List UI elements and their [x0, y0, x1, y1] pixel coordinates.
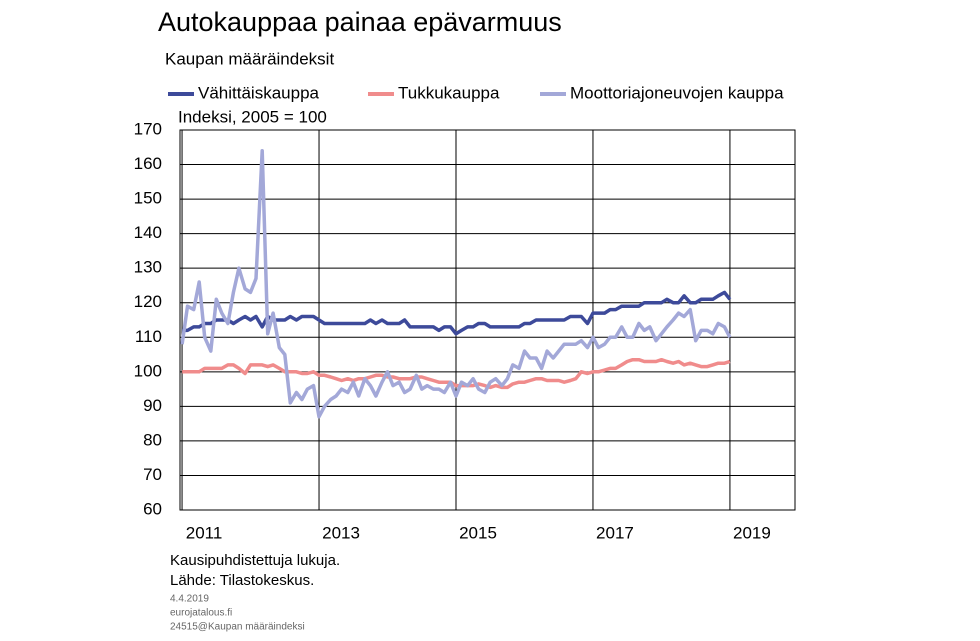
- chart-title: Autokauppaa painaa epävarmuus: [158, 7, 562, 37]
- legend-label: Tukkukauppa: [398, 83, 500, 102]
- y-tick-label: 90: [143, 396, 162, 415]
- chart-subtitle: Kaupan määräindeksit: [165, 49, 334, 68]
- series-line: [180, 148, 732, 419]
- y-tick-label: 120: [134, 292, 162, 311]
- y-tick-label: 110: [135, 327, 162, 346]
- x-tick-label: 2013: [322, 523, 360, 542]
- note: Kausipuhdistettuja lukuja.: [170, 552, 340, 569]
- x-tick-label: 2011: [186, 523, 223, 542]
- y-tick-label: 80: [143, 430, 162, 449]
- plot-frame: [179, 129, 796, 511]
- footer: eurojatalous.fi: [170, 608, 232, 619]
- y-tick-label: 160: [134, 154, 162, 173]
- y-tick-label: 140: [134, 223, 162, 242]
- y-tick-label: 70: [143, 465, 162, 484]
- x-tick-label: 2019: [733, 523, 771, 542]
- x-tick-label: 2015: [459, 523, 497, 542]
- footer: 4.4.2019: [170, 594, 209, 605]
- y-tick-label: 150: [134, 189, 162, 208]
- y-axis-label: Indeksi, 2005 = 100: [178, 107, 327, 126]
- y-tick-label: 130: [134, 258, 162, 277]
- footer: 24515@Kaupan määräindeksi: [170, 622, 305, 633]
- legend-label: Vähittäiskauppa: [198, 83, 320, 102]
- y-tick-label: 100: [134, 361, 162, 380]
- y-tick-label: 170: [134, 119, 162, 138]
- x-tick-label: 2017: [596, 523, 634, 542]
- y-tick-label: 60: [143, 499, 162, 518]
- series-line: [182, 357, 731, 390]
- legend-label: Moottoriajoneuvojen kauppa: [570, 83, 784, 102]
- note: Lähde: Tilastokeskus.: [170, 572, 314, 589]
